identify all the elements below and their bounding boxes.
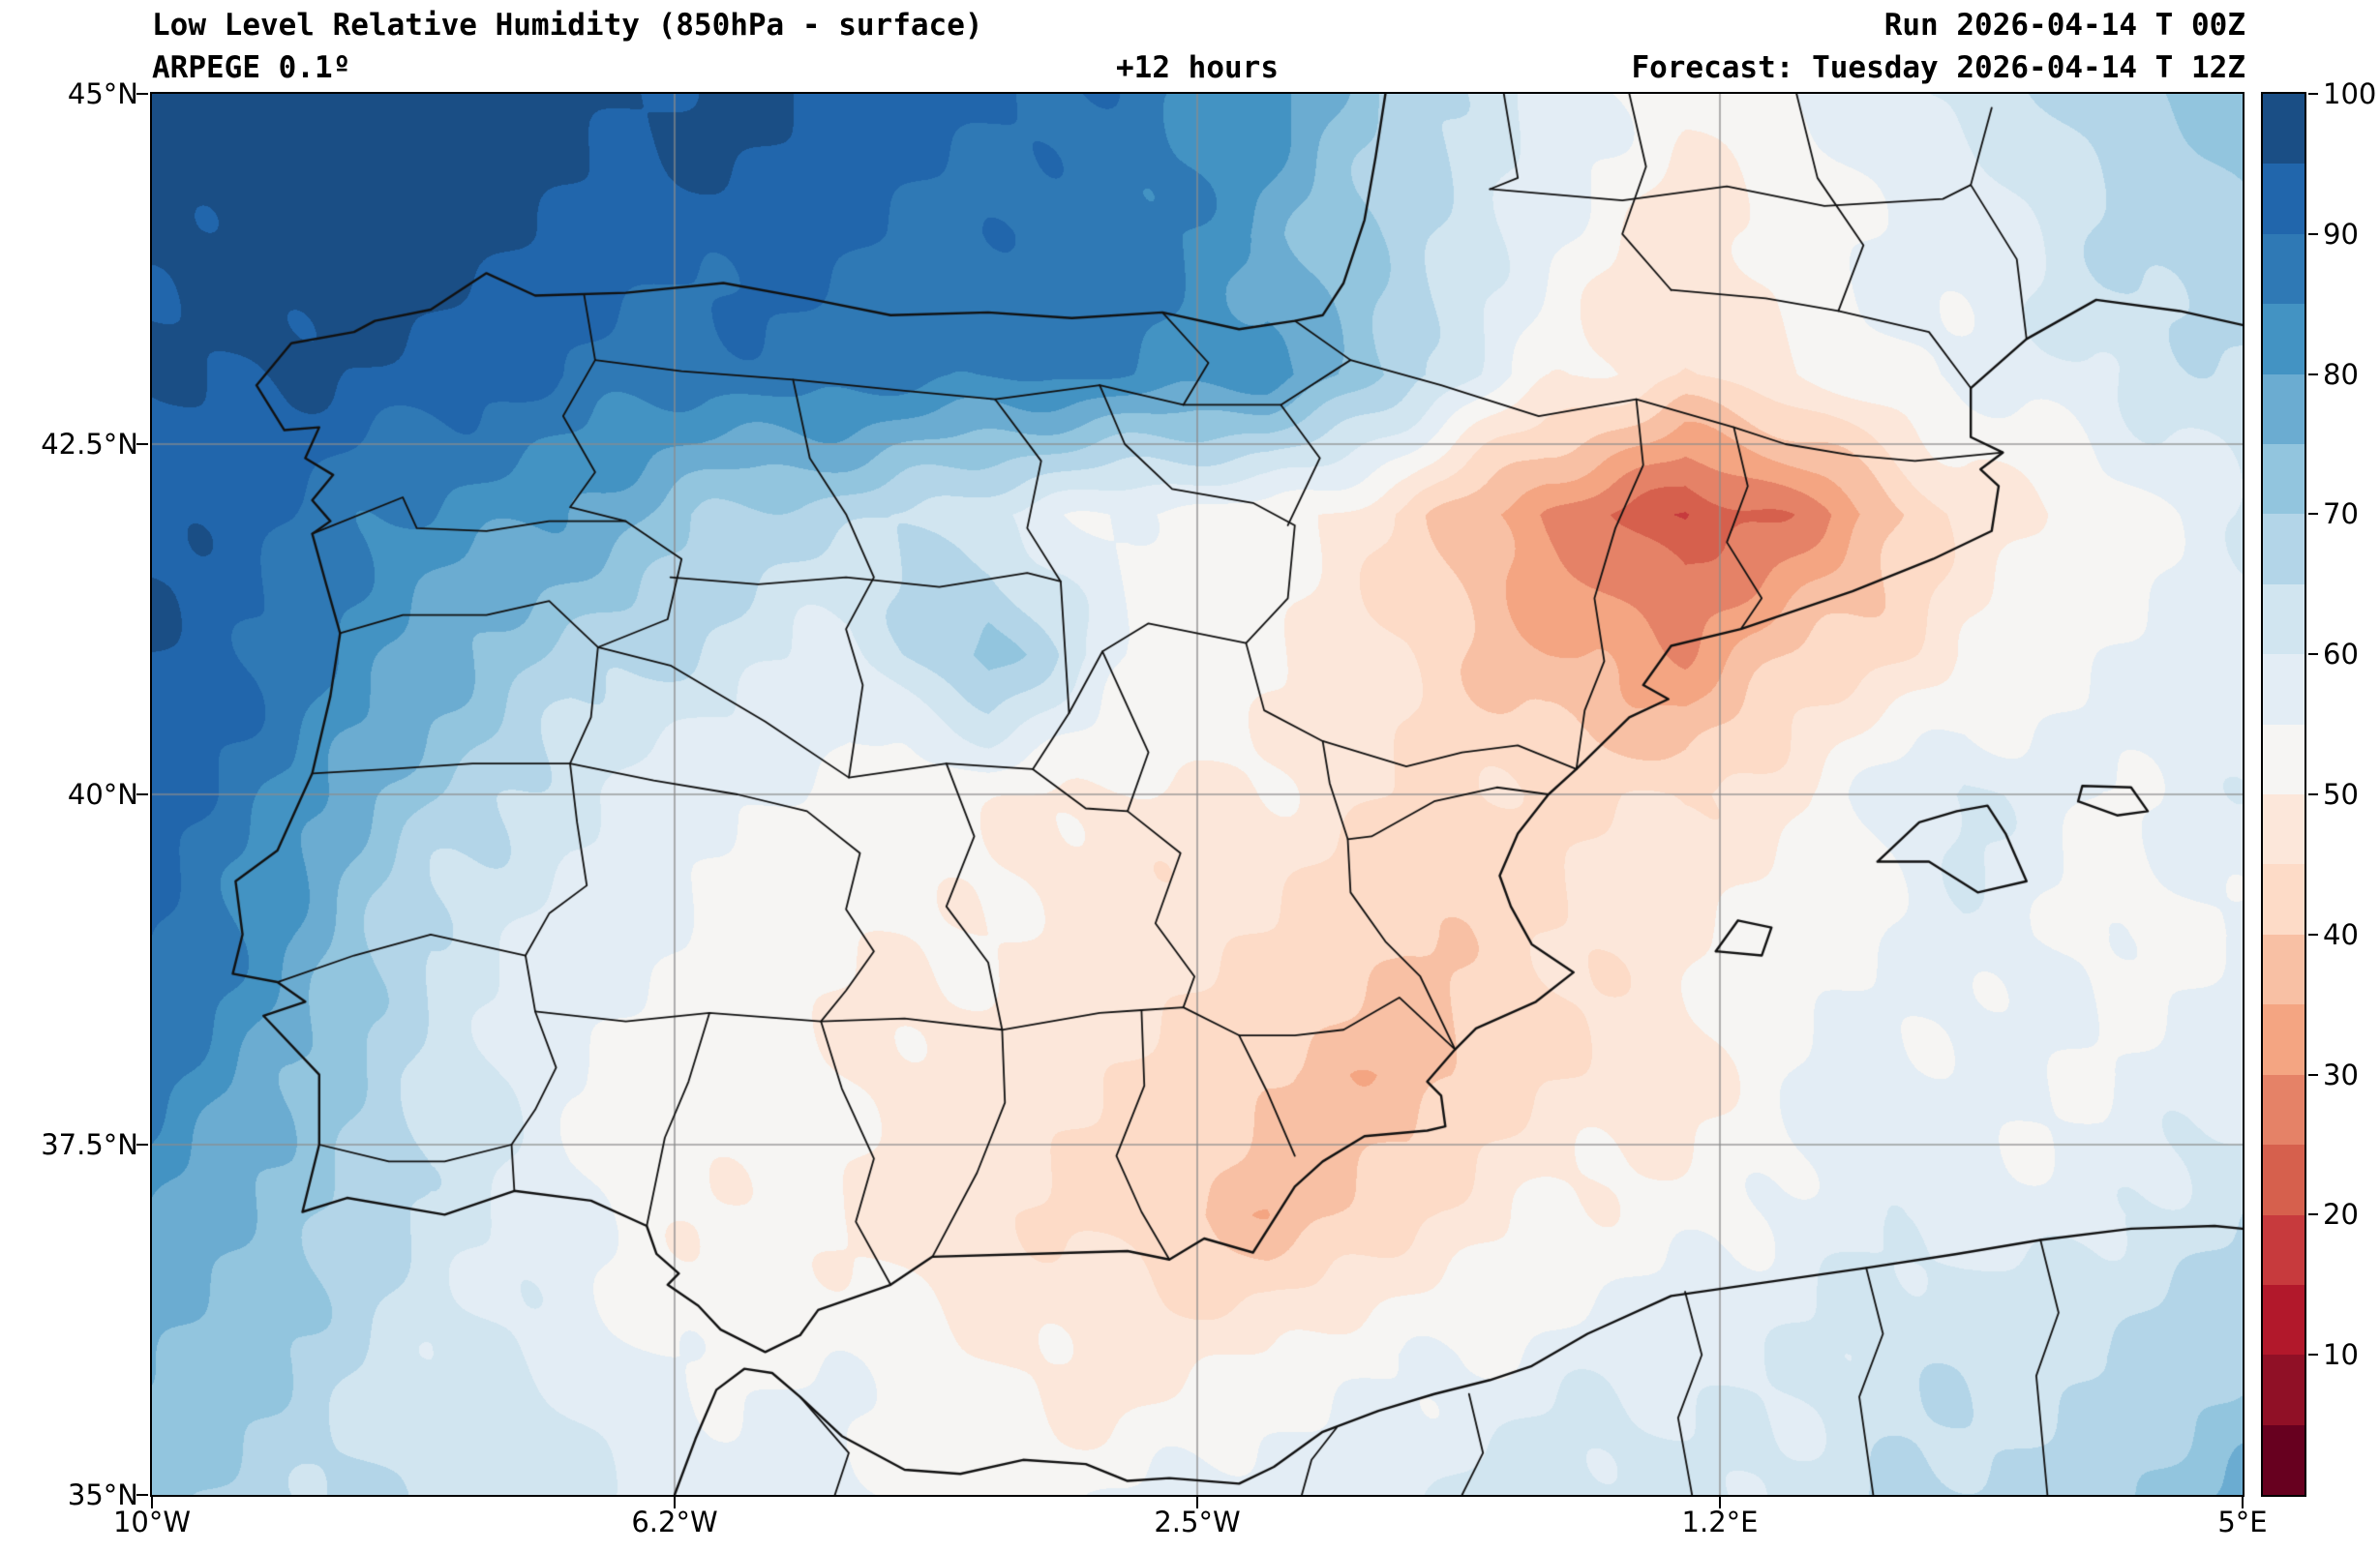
y-tick-mark: [136, 1494, 148, 1496]
colorbar-tick-mark: [2308, 93, 2318, 95]
colorbar-tick-mark: [2308, 513, 2318, 516]
colorbar-tick-mark: [2308, 1213, 2318, 1216]
colorbar-band: [2263, 1284, 2305, 1356]
colorbar-tick-label: 70: [2323, 497, 2359, 531]
colorbar-tick-label: 20: [2323, 1198, 2359, 1232]
y-tick-label: 40°N: [67, 778, 138, 811]
colorbar-tick-label: 10: [2323, 1338, 2359, 1372]
colorbar-tick-mark: [2308, 653, 2318, 656]
colorbar-tick-label: 30: [2323, 1058, 2359, 1091]
colorbar-band: [2263, 373, 2305, 445]
x-tick-mark: [1719, 1497, 1721, 1508]
x-tick-mark: [674, 1497, 676, 1508]
y-tick-label: 37.5°N: [41, 1128, 138, 1161]
y-tick-mark: [136, 793, 148, 795]
lead-time-label: +12 hours: [1116, 50, 1279, 85]
colorbar-band: [2263, 934, 2305, 1005]
y-tick-label: 42.5°N: [41, 428, 138, 461]
x-tick-mark: [2242, 1497, 2244, 1508]
y-tick-label: 35°N: [67, 1478, 138, 1511]
colorbar-tick-label: 90: [2323, 217, 2359, 251]
forecast-label: Forecast: Tuesday 2026-04-14 T 12Z: [1631, 50, 2245, 85]
x-tick-label: 2.5°W: [1154, 1506, 1241, 1538]
colorbar-tick-mark: [2308, 793, 2318, 795]
x-tick-mark: [151, 1497, 153, 1508]
y-tick-label: 45°N: [67, 77, 138, 110]
y-tick-mark: [136, 443, 148, 445]
colorbar-tick-mark: [2308, 1073, 2318, 1076]
colorbar-tick-label: 50: [2323, 778, 2359, 811]
colorbar-tick-label: 100: [2323, 77, 2377, 110]
colorbar-band: [2263, 304, 2305, 374]
x-tick-label: 6.2°W: [631, 1506, 718, 1538]
colorbar-band: [2263, 1004, 2305, 1075]
colorbar-band: [2263, 444, 2305, 515]
run-label: Run 2026-04-14 T 00Z: [1883, 8, 2245, 43]
humidity-canvas: [152, 94, 2243, 1495]
colorbar-band: [2263, 583, 2305, 655]
colorbar-tick-mark: [2308, 1354, 2318, 1357]
y-tick-mark: [136, 1144, 148, 1146]
y-tick-mark: [136, 93, 148, 95]
colorbar-band: [2263, 724, 2305, 795]
colorbar-tick-label: 40: [2323, 917, 2359, 951]
x-tick-label: 5°E: [2217, 1506, 2268, 1538]
x-tick-label: 10°W: [112, 1506, 192, 1538]
colorbar-band: [2263, 233, 2305, 305]
colorbar-band: [2263, 1214, 2305, 1285]
colorbar-tick-mark: [2308, 232, 2318, 235]
colorbar-band: [2263, 94, 2305, 164]
colorbar-band: [2263, 864, 2305, 935]
colorbar-tick-mark: [2308, 373, 2318, 375]
colorbar-band: [2263, 1145, 2305, 1215]
colorbar-tick-mark: [2308, 933, 2318, 936]
colorbar-band: [2263, 794, 2305, 865]
colorbar-tick-label: 60: [2323, 638, 2359, 672]
colorbar-band: [2263, 654, 2305, 725]
colorbar: [2261, 92, 2306, 1497]
colorbar-band: [2263, 1074, 2305, 1146]
colorbar-band: [2263, 1424, 2305, 1496]
colorbar-band: [2263, 1355, 2305, 1425]
colorbar-band: [2263, 164, 2305, 234]
colorbar-band: [2263, 514, 2305, 584]
model-label: ARPEGE 0.1º: [152, 50, 351, 85]
colorbar-tick-label: 80: [2323, 357, 2359, 391]
chart-title: Low Level Relative Humidity (850hPa - su…: [152, 8, 983, 43]
x-tick-label: 1.2°E: [1681, 1506, 1759, 1538]
x-tick-mark: [1196, 1497, 1198, 1508]
